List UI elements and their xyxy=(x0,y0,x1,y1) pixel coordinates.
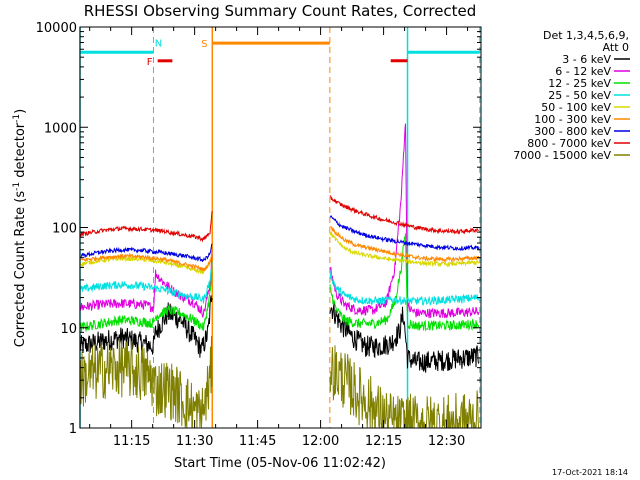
legend-label: 50 - 100 keV xyxy=(541,101,611,114)
legend-label: 800 - 7000 keV xyxy=(527,137,611,150)
x-tick-label: 12:00 xyxy=(302,434,339,449)
y-axis-label-part1: Corrected Count Rate (s xyxy=(13,191,28,348)
legend-label: 6 - 12 keV xyxy=(555,65,611,78)
x-axis-label: Start Time (05-Nov-06 11:02:42) xyxy=(174,456,386,471)
state-label: F xyxy=(147,57,153,68)
legend-header-line2: Att 0 xyxy=(603,41,629,54)
y-axis-label-sup2: -1 xyxy=(12,114,22,123)
series-line-4 xyxy=(79,231,480,275)
chart-title: RHESSI Observing Summary Count Rates, Co… xyxy=(84,2,477,20)
y-axis-label-part2: detector xyxy=(13,122,28,182)
y-axis-label-part3: ) xyxy=(13,109,28,114)
series-line-7 xyxy=(79,195,479,243)
series-line-0 xyxy=(79,295,480,373)
series-line-1 xyxy=(79,123,480,319)
y-axis: 1 10 100 1000 10000 xyxy=(36,21,481,437)
x-axis: 11:15 11:30 11:45 12:00 12:15 12:30 xyxy=(89,27,469,449)
legend-label: 300 - 800 keV xyxy=(534,125,611,138)
plot-area: NF S xyxy=(79,27,481,430)
y-axis-label-sup1: -1 xyxy=(12,182,22,191)
footer-timestamp: 17-Oct-2021 18:14 xyxy=(552,468,628,477)
x-tick-label: 11:15 xyxy=(113,434,150,449)
x-tick-label: 11:30 xyxy=(176,434,213,449)
y-tick-label: 10000 xyxy=(36,21,77,36)
series-line-8 xyxy=(79,336,480,430)
y-tick-label: 1000 xyxy=(44,121,77,136)
y-tick-label: 1 xyxy=(69,422,77,437)
legend-label: 12 - 25 keV xyxy=(548,77,611,90)
x-tick-label: 11:45 xyxy=(239,434,276,449)
series-line-3 xyxy=(79,261,480,307)
y-tick-label: 10 xyxy=(60,322,77,337)
x-tick-label: 12:30 xyxy=(428,434,465,449)
legend-label: 3 - 6 keV xyxy=(562,53,611,66)
legend-label: 25 - 50 keV xyxy=(548,89,611,102)
legend-label: 100 - 300 keV xyxy=(534,113,611,126)
legend-header-line1: Det 1,3,4,5,6,9, xyxy=(543,29,629,42)
series-line-5 xyxy=(80,226,480,272)
x-tick-label: 12:15 xyxy=(365,434,402,449)
series-line-2 xyxy=(79,233,480,333)
y-tick-label: 100 xyxy=(52,222,77,237)
y-axis-label: Corrected Count Rate (s-1 detector-1) xyxy=(12,109,28,347)
legend-label: 7000 - 15000 keV xyxy=(513,149,611,162)
state-label: S xyxy=(201,39,207,50)
series-line-6 xyxy=(79,215,480,262)
state-label: N xyxy=(155,39,162,50)
